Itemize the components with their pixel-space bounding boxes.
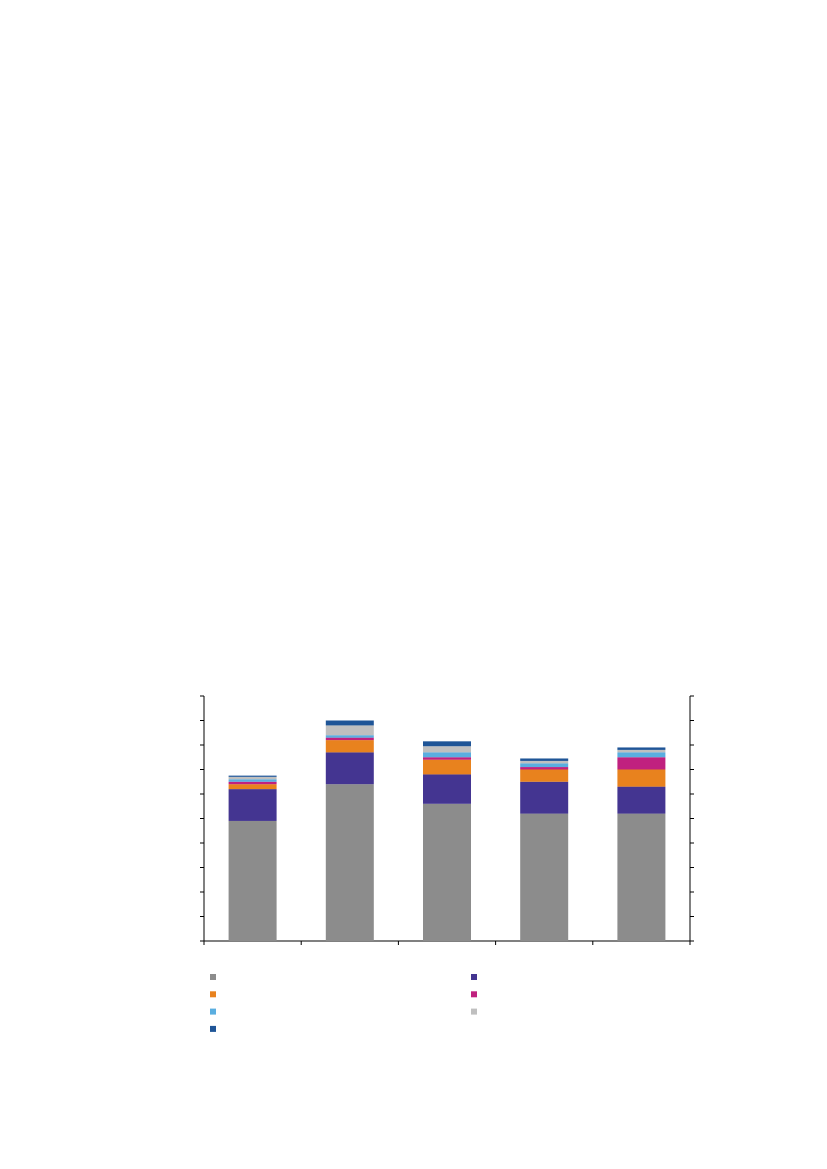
- bar-segment: [520, 758, 569, 761]
- legend-marker: [471, 991, 477, 998]
- bar-segment: [423, 759, 471, 775]
- bar-segment: [325, 784, 374, 941]
- bar-segment: [617, 747, 666, 750]
- bar-segment: [520, 767, 569, 770]
- bar-segment: [325, 752, 374, 785]
- bar-segment: [228, 775, 277, 777]
- bar-segment: [228, 784, 277, 790]
- bar-segment: [325, 740, 374, 753]
- bar-segment: [617, 757, 666, 770]
- bar-segment: [228, 781, 277, 785]
- legend-marker: [210, 1025, 216, 1032]
- bar-segment: [423, 752, 471, 758]
- bar-segment: [228, 820, 277, 941]
- bar-segment: [520, 763, 569, 768]
- bar-segment: [423, 746, 471, 753]
- legend-marker: [471, 974, 477, 980]
- bar-segment: [423, 741, 471, 747]
- bar-segment: [325, 720, 374, 726]
- bar-segment: [617, 749, 666, 753]
- legend-marker: [471, 1008, 477, 1015]
- bar-segment: [325, 725, 374, 736]
- bar-segment: [520, 760, 569, 764]
- bar-segment: [617, 786, 666, 814]
- bar-segment: [228, 779, 277, 782]
- bar-segment: [423, 757, 471, 760]
- bar-segment: [325, 735, 374, 738]
- bar-segment: [228, 776, 277, 780]
- bar-segment: [228, 789, 277, 821]
- bar-segment: [423, 803, 471, 941]
- bar-segment: [325, 737, 374, 741]
- bar-segment: [520, 781, 569, 814]
- legend-marker: [210, 974, 216, 980]
- bar-segment: [423, 774, 471, 804]
- bar-segment: [520, 813, 569, 941]
- bar-segment: [617, 813, 666, 941]
- legend-marker: [210, 1008, 216, 1015]
- bar-segment: [617, 769, 666, 787]
- legend-marker: [210, 991, 216, 998]
- bar-segment: [617, 752, 666, 758]
- bar-segment: [520, 769, 569, 782]
